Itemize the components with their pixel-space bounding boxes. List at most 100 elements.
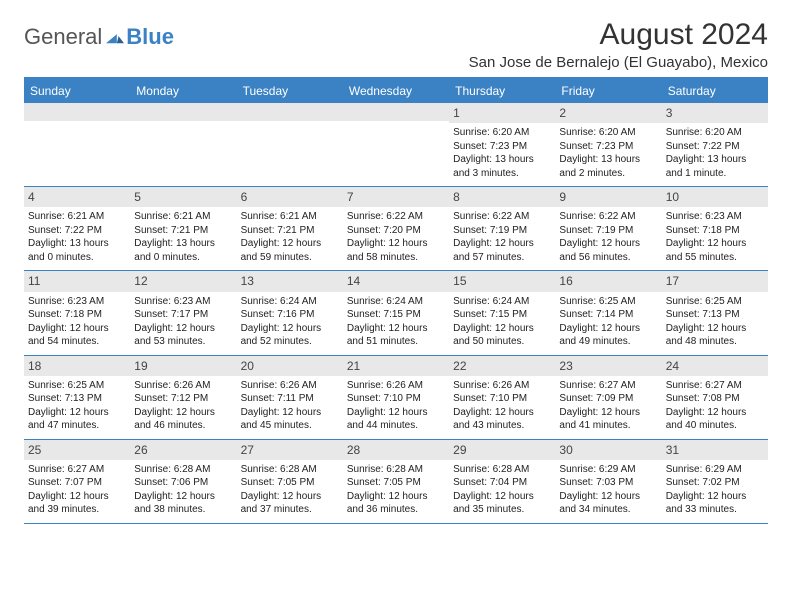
date-number: 24	[662, 356, 768, 376]
daylight-text: Daylight: 13 hours and 1 minute.	[666, 153, 764, 180]
location-subtitle: San Jose de Bernalejo (El Guayabo), Mexi…	[469, 54, 768, 71]
dow-header: Thursday	[449, 79, 555, 103]
sunrise-text: Sunrise: 6:23 AM	[134, 295, 232, 309]
daylight-text: Daylight: 12 hours and 43 minutes.	[453, 406, 551, 433]
calendar-cell: 28 Sunrise: 6:28 AMSunset: 7:05 PMDayligh…	[343, 440, 449, 524]
daylight-text: Daylight: 12 hours and 55 minutes.	[666, 237, 764, 264]
calendar-cell: 15Sunrise: 6:24 AMSunset: 7:15 PMDayligh…	[449, 271, 555, 355]
date-number: 23	[555, 356, 661, 376]
date-number: 26	[130, 440, 236, 460]
date-number: 27	[237, 440, 343, 460]
sunrise-text: Sunrise: 6:28 AM	[241, 463, 339, 477]
date-number: 6	[237, 187, 343, 207]
calendar-cell: 11Sunrise: 6:23 AMSunset: 7:18 PMDayligh…	[24, 271, 130, 355]
date-number: 10	[662, 187, 768, 207]
calendar-cell: 17Sunrise: 6:25 AMSunset: 7:13 PMDayligh…	[662, 271, 768, 355]
calendar-cell: 7Sunrise: 6:22 AMSunset: 7:20 PMDaylight…	[343, 187, 449, 271]
date-number	[343, 103, 449, 121]
calendar-cell: 26Sunrise: 6:28 AMSunset: 7:06 PMDayligh…	[130, 440, 236, 524]
daylight-text: Daylight: 13 hours and 0 minutes.	[28, 237, 126, 264]
sunset-text: Sunset: 7:10 PM	[453, 392, 551, 406]
sunset-text: Sunset: 7:05 PM	[347, 476, 445, 490]
sunrise-text: Sunrise: 6:23 AM	[28, 295, 126, 309]
calendar-cell: 19Sunrise: 6:26 AMSunset: 7:12 PMDayligh…	[130, 356, 236, 440]
date-number: 12	[130, 271, 236, 291]
calendar-cell: 12Sunrise: 6:23 AMSunset: 7:17 PMDayligh…	[130, 271, 236, 355]
date-number: 16	[555, 271, 661, 291]
date-number: 22	[449, 356, 555, 376]
dow-header: Tuesday	[237, 79, 343, 103]
sunset-text: Sunset: 7:22 PM	[28, 224, 126, 238]
daylight-text: Daylight: 12 hours and 44 minutes.	[347, 406, 445, 433]
date-number: 1	[449, 103, 555, 123]
calendar-cell: 29Sunrise: 6:28 AMSunset: 7:04 PMDayligh…	[449, 440, 555, 524]
date-number	[24, 103, 130, 121]
sunrise-text: Sunrise: 6:20 AM	[666, 126, 764, 140]
sunrise-text: Sunrise: 6:21 AM	[241, 210, 339, 224]
calendar-cell: 10Sunrise: 6:23 AMSunset: 7:18 PMDayligh…	[662, 187, 768, 271]
sunrise-text: Sunrise: 6:28 AM	[134, 463, 232, 477]
daylight-text: Daylight: 12 hours and 59 minutes.	[241, 237, 339, 264]
calendar-cell: 20Sunrise: 6:26 AMSunset: 7:11 PMDayligh…	[237, 356, 343, 440]
date-number	[130, 103, 236, 121]
sunset-text: Sunset: 7:21 PM	[241, 224, 339, 238]
sunrise-text: Sunrise: 6:22 AM	[453, 210, 551, 224]
dow-header: Friday	[555, 79, 661, 103]
calendar-cell: 16Sunrise: 6:25 AMSunset: 7:14 PMDayligh…	[555, 271, 661, 355]
calendar-cell: 27Sunrise: 6:28 AMSunset: 7:05 PMDayligh…	[237, 440, 343, 524]
date-number: 28	[343, 440, 449, 460]
sunset-text: Sunset: 7:21 PM	[134, 224, 232, 238]
sunrise-text: Sunrise: 6:29 AM	[666, 463, 764, 477]
dow-header: Sunday	[24, 79, 130, 103]
calendar-cell	[130, 103, 236, 187]
sunset-text: Sunset: 7:02 PM	[666, 476, 764, 490]
sunset-text: Sunset: 7:22 PM	[666, 140, 764, 154]
date-number: 29	[449, 440, 555, 460]
calendar-cell: 3Sunrise: 6:20 AMSunset: 7:22 PMDaylight…	[662, 103, 768, 187]
calendar-cell: 22Sunrise: 6:26 AMSunset: 7:10 PMDayligh…	[449, 356, 555, 440]
sunrise-text: Sunrise: 6:21 AM	[28, 210, 126, 224]
brand-text-2: Blue	[126, 24, 174, 50]
sunrise-text: Sunrise: 6:25 AM	[28, 379, 126, 393]
sunrise-text: Sunrise: 6:20 AM	[559, 126, 657, 140]
calendar-cell: 30Sunrise: 6:29 AMSunset: 7:03 PMDayligh…	[555, 440, 661, 524]
daylight-text: Daylight: 12 hours and 58 minutes.	[347, 237, 445, 264]
date-number: 31	[662, 440, 768, 460]
sunset-text: Sunset: 7:14 PM	[559, 308, 657, 322]
brand-mark-icon	[106, 30, 124, 44]
date-number: 13	[237, 271, 343, 291]
sunset-text: Sunset: 7:23 PM	[559, 140, 657, 154]
calendar-cell: 21Sunrise: 6:26 AMSunset: 7:10 PMDayligh…	[343, 356, 449, 440]
sunset-text: Sunset: 7:03 PM	[559, 476, 657, 490]
daylight-text: Daylight: 12 hours and 53 minutes.	[134, 322, 232, 349]
sunrise-text: Sunrise: 6:28 AM	[347, 463, 445, 477]
date-number: 14	[343, 271, 449, 291]
sunset-text: Sunset: 7:06 PM	[134, 476, 232, 490]
calendar-cell: 18Sunrise: 6:25 AMSunset: 7:13 PMDayligh…	[24, 356, 130, 440]
daylight-text: Daylight: 12 hours and 34 minutes.	[559, 490, 657, 517]
calendar-cell: 1Sunrise: 6:20 AMSunset: 7:23 PMDaylight…	[449, 103, 555, 187]
sunset-text: Sunset: 7:15 PM	[347, 308, 445, 322]
daylight-text: Daylight: 12 hours and 56 minutes.	[559, 237, 657, 264]
header: General Blue August 2024 San Jose de Ber…	[24, 18, 768, 71]
sunset-text: Sunset: 7:13 PM	[28, 392, 126, 406]
calendar-cell: 14Sunrise: 6:24 AMSunset: 7:15 PMDayligh…	[343, 271, 449, 355]
daylight-text: Daylight: 12 hours and 36 minutes.	[347, 490, 445, 517]
dow-header: Monday	[130, 79, 236, 103]
sunset-text: Sunset: 7:18 PM	[28, 308, 126, 322]
sunset-text: Sunset: 7:04 PM	[453, 476, 551, 490]
date-number	[237, 103, 343, 121]
date-number: 18	[24, 356, 130, 376]
dow-header: Wednesday	[343, 79, 449, 103]
sunset-text: Sunset: 7:19 PM	[559, 224, 657, 238]
date-number: 11	[24, 271, 130, 291]
daylight-text: Daylight: 12 hours and 39 minutes.	[28, 490, 126, 517]
calendar-grid: SundayMondayTuesdayWednesdayThursdayFrid…	[24, 77, 768, 524]
date-number: 9	[555, 187, 661, 207]
sunset-text: Sunset: 7:20 PM	[347, 224, 445, 238]
sunset-text: Sunset: 7:16 PM	[241, 308, 339, 322]
calendar-cell: 23Sunrise: 6:27 AMSunset: 7:09 PMDayligh…	[555, 356, 661, 440]
calendar-cell: 5Sunrise: 6:21 AMSunset: 7:21 PMDaylight…	[130, 187, 236, 271]
month-title: August 2024	[469, 18, 768, 52]
date-number: 7	[343, 187, 449, 207]
